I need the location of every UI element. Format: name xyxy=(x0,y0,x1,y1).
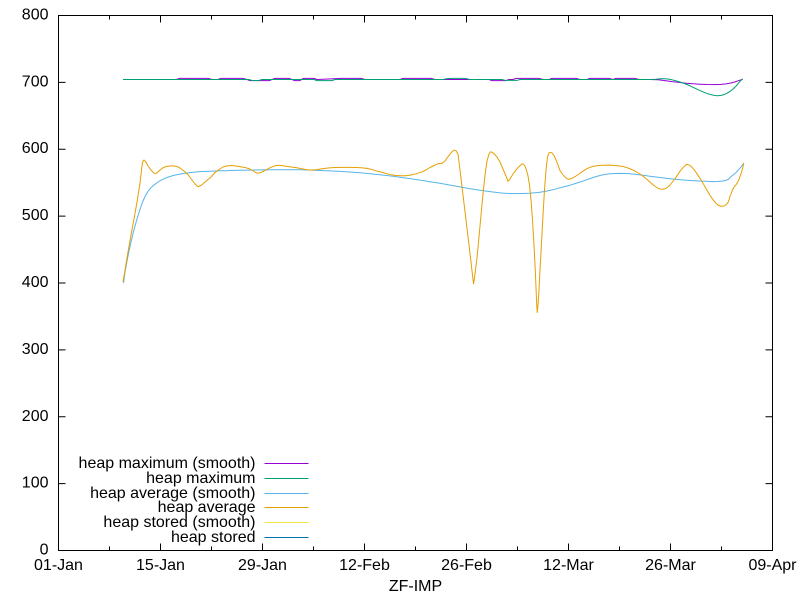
svg-text:700: 700 xyxy=(22,73,49,90)
svg-text:heap stored: heap stored xyxy=(171,529,256,546)
svg-text:heap maximum: heap maximum xyxy=(146,470,255,487)
svg-text:26-Feb: 26-Feb xyxy=(441,557,492,574)
svg-text:26-Mar: 26-Mar xyxy=(645,557,696,574)
svg-text:heap average: heap average xyxy=(158,499,256,516)
svg-text:29-Jan: 29-Jan xyxy=(238,557,287,574)
svg-text:heap average (smooth): heap average (smooth) xyxy=(90,485,255,502)
svg-text:100: 100 xyxy=(22,475,49,492)
svg-text:heap stored (smooth): heap stored (smooth) xyxy=(103,514,255,531)
svg-text:0: 0 xyxy=(40,542,49,559)
svg-text:09-Apr: 09-Apr xyxy=(748,557,797,574)
svg-text:ZF-IMP: ZF-IMP xyxy=(389,578,442,595)
svg-text:15-Jan: 15-Jan xyxy=(136,557,185,574)
svg-text:heap maximum (smooth): heap maximum (smooth) xyxy=(79,455,256,472)
svg-text:500: 500 xyxy=(22,207,49,224)
svg-text:400: 400 xyxy=(22,274,49,291)
svg-text:300: 300 xyxy=(22,341,49,358)
svg-text:200: 200 xyxy=(22,408,49,425)
svg-text:12-Mar: 12-Mar xyxy=(543,557,594,574)
svg-text:800: 800 xyxy=(22,7,49,24)
svg-text:12-Feb: 12-Feb xyxy=(339,557,390,574)
svg-text:01-Jan: 01-Jan xyxy=(34,557,83,574)
svg-text:600: 600 xyxy=(22,140,49,157)
